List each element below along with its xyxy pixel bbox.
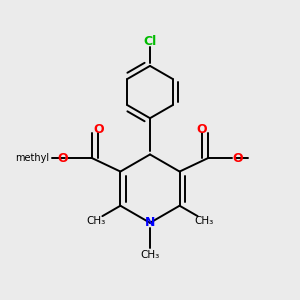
Text: O: O bbox=[196, 123, 207, 136]
Text: N: N bbox=[145, 216, 155, 229]
Text: CH₃: CH₃ bbox=[194, 216, 214, 226]
Text: CH₃: CH₃ bbox=[86, 216, 106, 226]
Text: Cl: Cl bbox=[143, 35, 157, 48]
Text: O: O bbox=[232, 152, 243, 165]
Text: O: O bbox=[93, 123, 104, 136]
Text: CH₃: CH₃ bbox=[140, 250, 160, 260]
Text: methyl: methyl bbox=[16, 153, 50, 163]
Text: O: O bbox=[57, 152, 68, 165]
